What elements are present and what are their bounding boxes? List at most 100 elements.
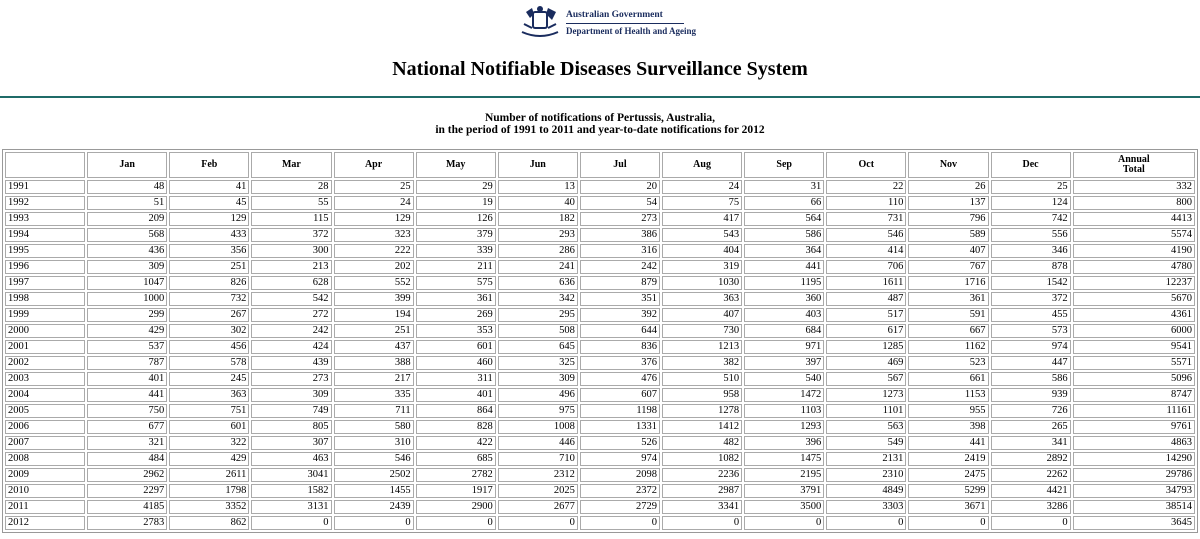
value-cell: 1542 bbox=[990, 276, 1071, 290]
year-cell: 2004 bbox=[5, 388, 86, 402]
corner-cell bbox=[5, 152, 86, 178]
value-cell: 414 bbox=[826, 244, 907, 258]
value-cell: 2312 bbox=[497, 468, 578, 482]
value-cell: 396 bbox=[744, 436, 825, 450]
value-cell: 710 bbox=[497, 452, 578, 466]
value-cell: 441 bbox=[87, 388, 168, 402]
table-row: 1998 1000 732 542 399 361 342 351 363 360 487 361 37… bbox=[5, 292, 1195, 306]
table-row: 1999 299 267 272 194 269 295 392 407 403 517 591 455… bbox=[5, 308, 1195, 322]
value-cell: 1917 bbox=[415, 484, 496, 498]
table-row: 2010 2297 1798 1582 1455 1917 2025 2372 2987 3791… bbox=[5, 484, 1195, 498]
value-cell: 546 bbox=[333, 452, 414, 466]
value-cell: 2502 bbox=[333, 468, 414, 482]
table-row: 1995 436 356 300 222 339 286 316 404 364 414 407 346… bbox=[5, 244, 1195, 258]
value-cell: 404 bbox=[662, 244, 743, 258]
value-cell: 217 bbox=[333, 372, 414, 386]
value-cell: 2677 bbox=[497, 500, 578, 514]
value-cell: 974 bbox=[990, 340, 1071, 354]
value-cell: 422 bbox=[415, 436, 496, 450]
value-cell: 335 bbox=[333, 388, 414, 402]
value-cell: 376 bbox=[579, 356, 660, 370]
column-header-text: Mar bbox=[281, 159, 301, 170]
value-cell: 0 bbox=[826, 516, 907, 530]
value-cell: 546 bbox=[826, 228, 907, 242]
value-cell: 586 bbox=[744, 228, 825, 242]
value-cell: 542 bbox=[251, 292, 332, 306]
logo: Australian Government Department of Heal… bbox=[518, 4, 696, 40]
value-cell: 1716 bbox=[908, 276, 989, 290]
value-cell: 862 bbox=[169, 516, 250, 530]
value-cell: 241 bbox=[497, 260, 578, 274]
table-row: 1992 51 45 55 24 19 40 54 75 66 110 137 124 800 bbox=[5, 196, 1195, 210]
value-cell: 31 bbox=[744, 180, 825, 194]
value-cell: 575 bbox=[415, 276, 496, 290]
column-header: Nov bbox=[908, 152, 989, 178]
value-cell: 5670 bbox=[1072, 292, 1195, 306]
value-cell: 332 bbox=[1072, 180, 1195, 194]
year-cell: 2006 bbox=[5, 420, 86, 434]
value-cell: 4413 bbox=[1072, 212, 1195, 226]
column-header-text: Annual Total bbox=[1117, 154, 1150, 175]
value-cell: 309 bbox=[497, 372, 578, 386]
value-cell: 302 bbox=[169, 324, 250, 338]
value-cell: 523 bbox=[908, 356, 989, 370]
value-cell: 2987 bbox=[662, 484, 743, 498]
value-cell: 5096 bbox=[1072, 372, 1195, 386]
value-cell: 1213 bbox=[662, 340, 743, 354]
column-header-text: Apr bbox=[364, 159, 383, 170]
value-cell: 476 bbox=[579, 372, 660, 386]
value-cell: 439 bbox=[251, 356, 332, 370]
value-cell: 955 bbox=[908, 404, 989, 418]
value-cell: 299 bbox=[87, 308, 168, 322]
column-header-text: Jun bbox=[529, 159, 546, 170]
column-header: Oct bbox=[826, 152, 907, 178]
value-cell: 456 bbox=[169, 340, 250, 354]
value-cell: 341 bbox=[990, 436, 1071, 450]
value-cell: 213 bbox=[251, 260, 332, 274]
value-cell: 417 bbox=[662, 212, 743, 226]
value-cell: 3352 bbox=[169, 500, 250, 514]
value-cell: 455 bbox=[990, 308, 1071, 322]
table-row: 2002 787 578 439 388 460 325 376 382 397 469 523 447… bbox=[5, 356, 1195, 370]
year-cell: 2001 bbox=[5, 340, 86, 354]
value-cell: 1153 bbox=[908, 388, 989, 402]
value-cell: 974 bbox=[579, 452, 660, 466]
value-cell: 20 bbox=[579, 180, 660, 194]
subtitle: Number of notifications of Pertussis, Au… bbox=[0, 112, 1200, 136]
value-cell: 211 bbox=[415, 260, 496, 274]
value-cell: 316 bbox=[579, 244, 660, 258]
value-cell: 469 bbox=[826, 356, 907, 370]
value-cell: 115 bbox=[251, 212, 332, 226]
value-cell: 392 bbox=[579, 308, 660, 322]
value-cell: 496 bbox=[497, 388, 578, 402]
value-cell: 429 bbox=[169, 452, 250, 466]
column-header: Jul bbox=[579, 152, 660, 178]
value-cell: 2131 bbox=[826, 452, 907, 466]
table-row: 1997 1047 826 628 552 575 636 879 1030 1195 1611 17… bbox=[5, 276, 1195, 290]
value-cell: 1611 bbox=[826, 276, 907, 290]
value-cell: 342 bbox=[497, 292, 578, 306]
value-cell: 407 bbox=[908, 244, 989, 258]
value-cell: 386 bbox=[579, 228, 660, 242]
value-cell: 14290 bbox=[1072, 452, 1195, 466]
value-cell: 661 bbox=[908, 372, 989, 386]
value-cell: 398 bbox=[908, 420, 989, 434]
value-cell: 1082 bbox=[662, 452, 743, 466]
value-cell: 429 bbox=[87, 324, 168, 338]
value-cell: 54 bbox=[579, 196, 660, 210]
value-cell: 549 bbox=[826, 436, 907, 450]
value-cell: 607 bbox=[579, 388, 660, 402]
value-cell: 573 bbox=[990, 324, 1071, 338]
column-header: Annual Total bbox=[1072, 152, 1195, 178]
value-cell: 407 bbox=[662, 308, 743, 322]
value-cell: 363 bbox=[169, 388, 250, 402]
value-cell: 864 bbox=[415, 404, 496, 418]
value-cell: 732 bbox=[169, 292, 250, 306]
table-row: 2001 537 456 424 437 601 645 836 1213 971 1285 1162… bbox=[5, 340, 1195, 354]
value-cell: 939 bbox=[990, 388, 1071, 402]
year-cell: 1998 bbox=[5, 292, 86, 306]
value-cell: 731 bbox=[826, 212, 907, 226]
value-cell: 6000 bbox=[1072, 324, 1195, 338]
value-cell: 628 bbox=[251, 276, 332, 290]
